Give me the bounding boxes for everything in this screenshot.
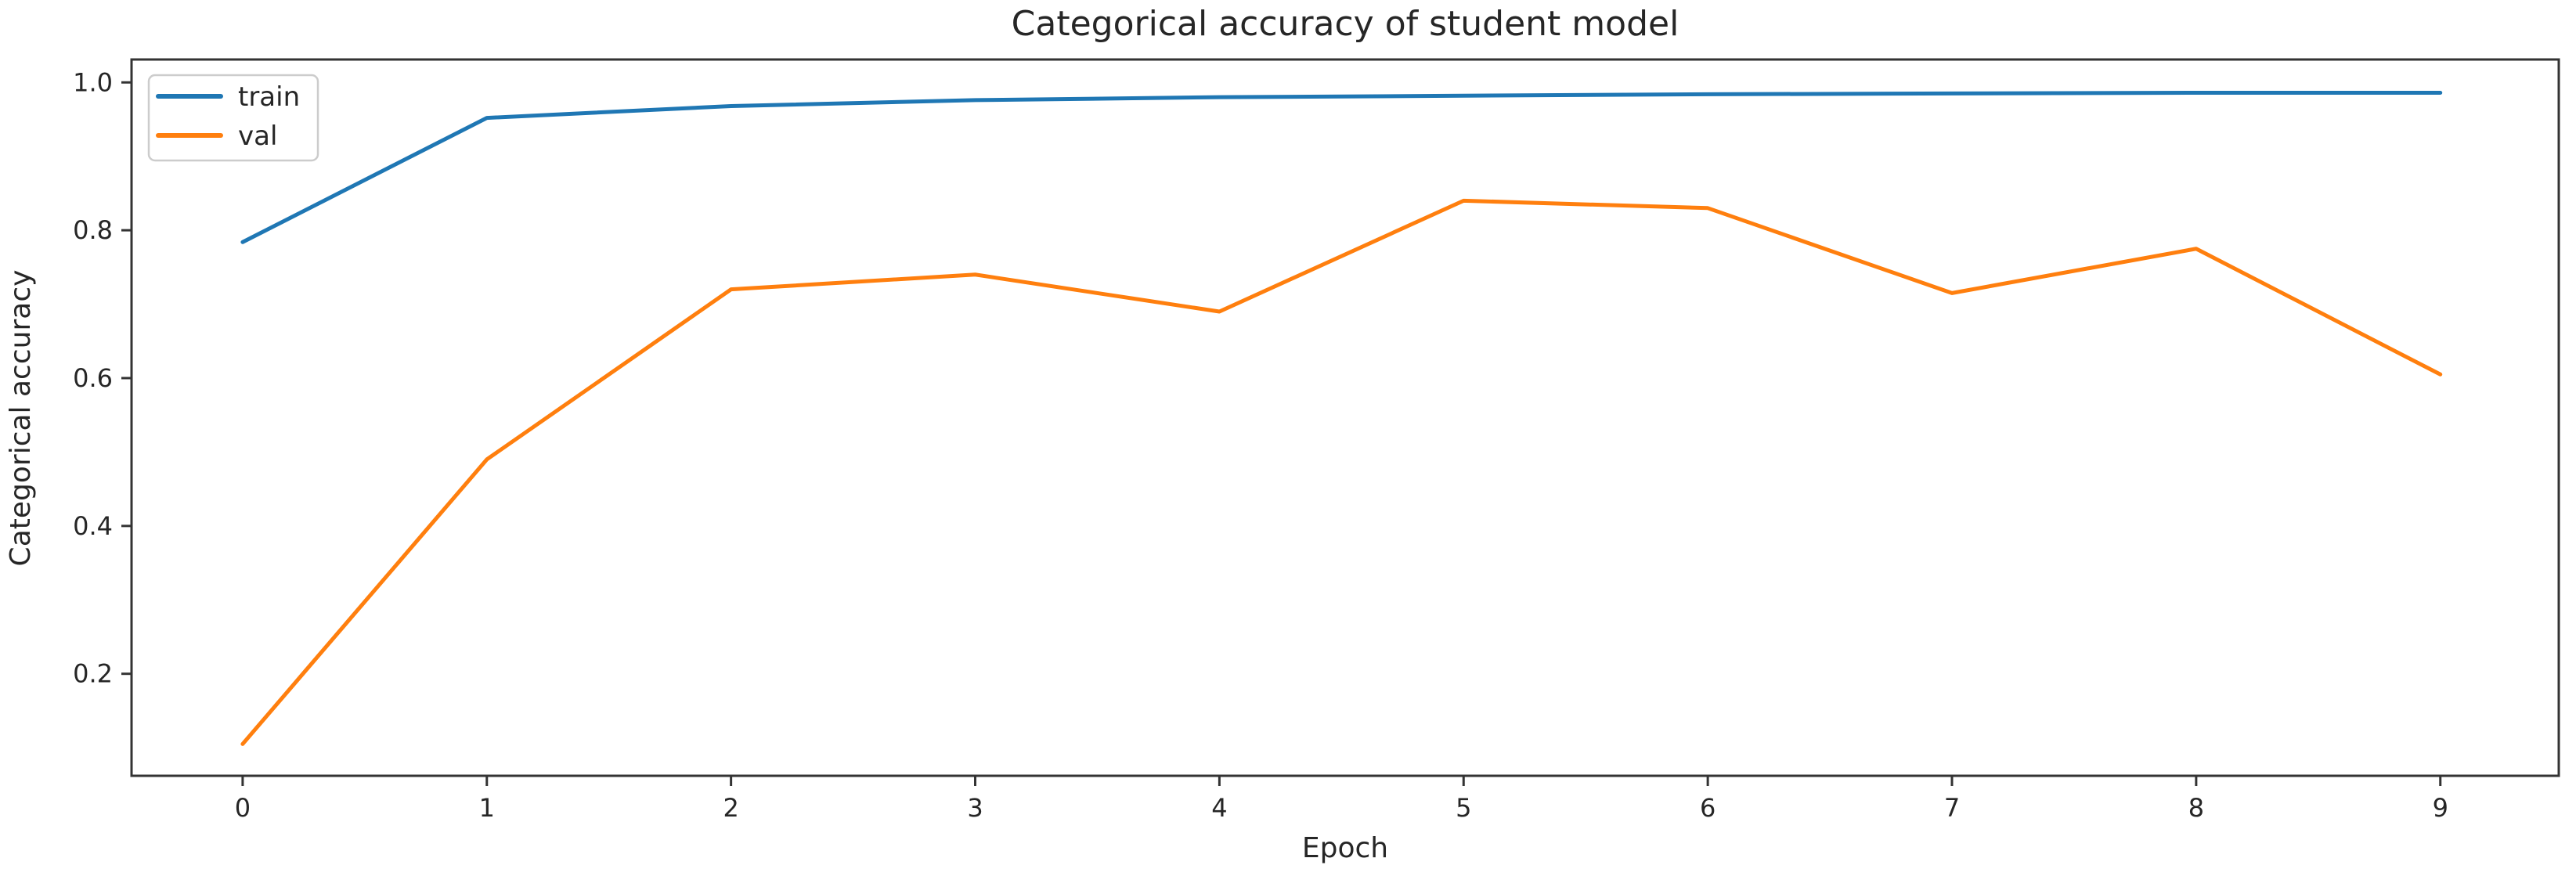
x-tick-label: 9: [2433, 793, 2448, 823]
x-tick-label: 5: [1456, 793, 1471, 823]
x-tick-label: 4: [1211, 793, 1227, 823]
x-tick-label: 0: [235, 793, 251, 823]
y-axis-label: Categorical accuracy: [5, 270, 37, 567]
x-tick-label: 8: [2188, 793, 2204, 823]
legend: train val: [147, 74, 319, 162]
legend-label-val: val: [238, 121, 277, 152]
chart-title: Categorical accuracy of student model: [1012, 4, 1679, 44]
x-tick-label: 3: [967, 793, 983, 823]
x-tick-label: 2: [723, 793, 738, 823]
y-tick-label: 1.0: [73, 67, 113, 97]
y-tick-label: 0.2: [73, 659, 113, 689]
y-tick-label: 0.6: [73, 363, 113, 393]
series-lines: [240, 90, 2443, 746]
legend-item-val: val: [156, 121, 277, 152]
x-tick-label: 6: [1700, 793, 1716, 823]
x-tick-label: 1: [479, 793, 495, 823]
legend-label-train: train: [238, 81, 300, 113]
y-axis: 0.2 0.4 0.6 0.8 1.0: [73, 67, 132, 689]
val-line: [240, 198, 2443, 746]
legend-item-train: train: [156, 81, 300, 113]
plot-border: [130, 58, 2560, 777]
x-tick-label: 7: [1944, 793, 1960, 823]
y-tick-label: 0.8: [73, 215, 113, 245]
train-line: [240, 90, 2443, 244]
x-axis: 0 1 2 3 4 5 6 7 8 9: [235, 776, 2448, 823]
x-axis-label: Epoch: [1302, 832, 1388, 864]
y-tick-label: 0.4: [73, 511, 113, 541]
